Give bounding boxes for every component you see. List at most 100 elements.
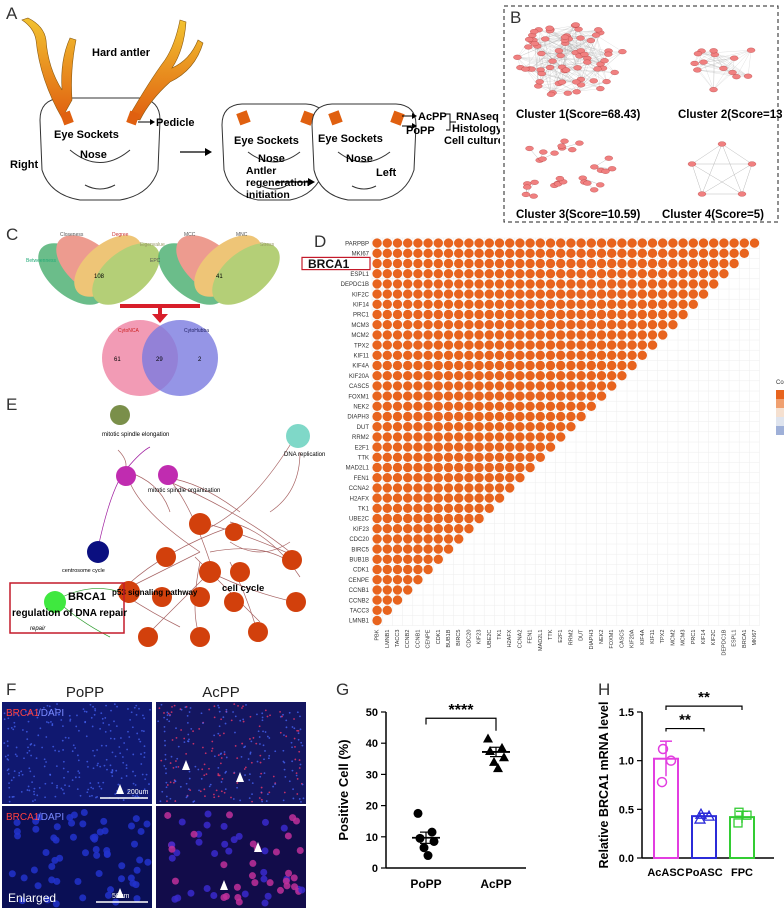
network-node [535,79,544,85]
corr-cell [392,442,403,452]
term-mitotic-spindle-organization: mitotic spindle organization [148,488,220,494]
corr-cell [709,248,719,258]
corr-cell [617,248,627,258]
network-node [572,79,581,85]
node-regulation-of-dna-repair [44,591,66,613]
corr-cell [505,381,515,391]
eye-sockets-label-2: Eye Sockets [234,135,299,147]
corr-cell [443,289,454,299]
brca1-label-d: BRCA1 [308,257,350,271]
corr-cell [403,320,413,330]
corr-cell [433,442,443,452]
corr-cell [372,371,382,381]
bottom-set-2: CytoHubba [184,328,209,334]
corr-cell [464,360,474,371]
corr-cell [443,493,454,503]
row-label: KIF4A [352,364,369,370]
term-repair: repair [30,626,46,632]
corr-cell [413,340,423,350]
corr-cell [443,411,454,422]
network-node [576,35,585,41]
col-label: TACC3 [395,630,401,648]
network-node [568,147,577,153]
corr-cell [403,564,413,575]
corr-cell [382,279,392,289]
corr-cell [586,299,596,309]
colorbar-label: Co [776,380,784,386]
corr-cell [433,381,443,391]
corr-cell [729,248,739,258]
row-label: PRC1 [353,313,370,319]
corr-cell [403,309,413,320]
y-tick-label: 30 [366,769,378,781]
corr-cell [678,299,688,309]
corr-cell [372,320,382,330]
corr-cell [627,330,637,340]
corr-cell [576,299,586,309]
corr-cell [494,401,505,411]
corr-cell [505,289,515,299]
corr-cell [484,330,494,340]
corr-cell [382,320,392,330]
venn2-set-4: Stress [260,242,275,248]
corr-cell [535,238,545,248]
corr-cell [372,269,382,279]
corr-cell [382,269,392,279]
corr-cell [688,279,698,289]
corr-cell [617,269,627,279]
corr-cell [545,442,556,452]
row-label: MAD2L1 [346,466,370,472]
row-label: CENPE [348,578,369,584]
corr-cell [413,554,423,564]
corr-cell [525,391,535,401]
row-label: TK1 [358,507,370,513]
corr-cell [688,299,698,309]
enlarged-label: Enlarged [8,891,56,905]
corr-cell [413,534,423,544]
corr-cell [494,269,505,279]
corr-cell [617,340,627,350]
network-node [530,29,539,35]
corr-cell [668,320,678,330]
corr-cell [372,452,382,462]
corr-cell [454,320,464,330]
corr-cell [423,320,433,330]
corr-cell [392,391,403,401]
node-cluster-orange [118,513,306,647]
row-label: CCNB1 [349,588,370,594]
network-node [709,87,718,93]
network-node [687,161,697,167]
corr-cell [617,350,627,360]
corr-cell [535,442,545,452]
corr-cell [403,258,413,269]
corr-cell [576,350,586,360]
corr-cell [382,371,392,381]
corr-cell [586,401,596,411]
col-label: DUT [579,629,585,641]
col-label: KIF4A [640,629,646,645]
corr-cell [658,320,668,330]
corr-cell [443,452,454,462]
corr-cell [494,473,505,483]
corr-cell [678,289,688,299]
corr-cell [423,513,433,524]
corr-cell [556,330,566,340]
corr-cell [403,483,413,493]
corr-cell [392,422,403,432]
corr-cell [647,289,658,299]
corr-cell [607,289,617,299]
corr-cell [607,360,617,371]
corr-cell [372,289,382,299]
data-point [489,756,499,766]
corr-cell [617,309,627,320]
corr-cell [454,258,464,269]
corr-cell [647,330,658,340]
corr-cell [443,462,454,473]
corr-cell [505,401,515,411]
corr-cell [423,432,433,442]
corr-cell [382,442,392,452]
corr-cell [576,258,586,269]
corr-cell [647,299,658,309]
corr-cell [617,238,627,248]
corr-cell [372,544,382,554]
